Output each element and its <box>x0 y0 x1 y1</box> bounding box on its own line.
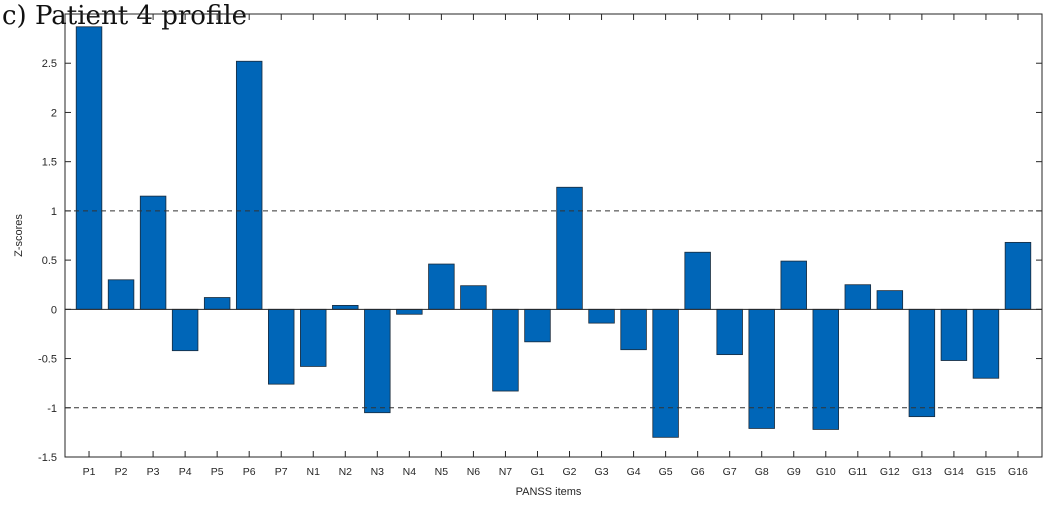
x-tick-label: G2 <box>563 466 577 478</box>
bar-G15 <box>972 308 1000 379</box>
x-tick-label: N6 <box>467 466 481 478</box>
bar-G11 <box>844 284 872 310</box>
bar-G9 <box>780 260 807 310</box>
x-tick-label: P6 <box>243 466 256 478</box>
bar-G7 <box>716 308 743 356</box>
bar-G16 <box>1004 241 1032 310</box>
plot-area: -1.5 -1 -0.5 0 0.5 1 1.5 2 2.5 P1 P2 P3 P4 P5 P6 P7 N1 N2… <box>38 13 1043 478</box>
bar-P4 <box>171 308 199 352</box>
y-tick-label: -1 <box>47 403 57 415</box>
bar-G10 <box>812 308 839 430</box>
x-tick-label: G8 <box>755 466 769 478</box>
y-tick-label: -0.5 <box>38 354 57 366</box>
x-tick-label: G1 <box>530 466 544 478</box>
y-tick-label: 1.5 <box>42 157 57 169</box>
y-tick-label: 2.5 <box>42 58 57 70</box>
x-tick-label: G14 <box>944 466 964 478</box>
bar-G5 <box>652 308 679 438</box>
x-tick-label: P5 <box>211 466 224 478</box>
x-tick-label: G13 <box>912 466 932 478</box>
bar-G14 <box>940 308 968 361</box>
bar-N3 <box>364 308 391 414</box>
bar-P7 <box>268 308 295 385</box>
x-tick-label: P2 <box>115 466 128 478</box>
bar-G1 <box>524 308 551 343</box>
y-tick-label: 0.5 <box>42 255 57 267</box>
bar-P2 <box>107 279 135 310</box>
bar-G3 <box>588 308 615 324</box>
x-tick-label: N1 <box>307 466 321 478</box>
x-tick-label: G7 <box>723 466 737 478</box>
x-tick-label: N5 <box>435 466 449 478</box>
bar-P1 <box>75 26 103 310</box>
bar-N5 <box>428 263 455 310</box>
y-tick-label: 1 <box>51 206 57 218</box>
x-tick-label: G10 <box>816 466 836 478</box>
bar-G13 <box>908 308 936 418</box>
x-tick-label: G16 <box>1008 466 1028 478</box>
bar-P5 <box>203 297 231 310</box>
bar-N4 <box>396 308 423 315</box>
x-tick-label: P4 <box>179 466 192 478</box>
x-tick-label: G5 <box>659 466 673 478</box>
x-tick-label: G12 <box>880 466 900 478</box>
panel-heading: c) Patient 4 profile <box>2 1 247 31</box>
x-tick-label: G3 <box>595 466 609 478</box>
y-tick-label: 0 <box>51 304 57 316</box>
x-tick-label: P1 <box>83 466 96 478</box>
bar-G2 <box>556 186 583 310</box>
x-tick-label: G9 <box>787 466 801 478</box>
bar-P3 <box>139 195 167 310</box>
x-tick-label: P3 <box>147 466 160 478</box>
bar-N6 <box>460 285 487 310</box>
x-tick-label: G4 <box>627 466 641 478</box>
x-axis-label: PANSS items <box>516 486 582 498</box>
bar-G12 <box>876 290 904 310</box>
x-tick-label: P7 <box>275 466 288 478</box>
bar-P6 <box>235 60 263 310</box>
x-tick-label: G6 <box>691 466 705 478</box>
x-tick-label: N2 <box>339 466 353 478</box>
x-tick-label: N3 <box>371 466 385 478</box>
bar-G8 <box>748 308 775 429</box>
axes-box <box>64 13 1043 458</box>
bar-G6 <box>684 251 711 310</box>
bar-N1 <box>300 308 327 367</box>
bar-N2 <box>332 304 359 310</box>
x-tick-label: G11 <box>848 466 867 478</box>
y-tick-label: -1.5 <box>38 452 57 464</box>
bar-G4 <box>620 308 647 351</box>
x-tick-label: G15 <box>976 466 996 478</box>
x-tick-label: N4 <box>403 466 417 478</box>
bar-N7 <box>492 308 519 392</box>
y-axis-label: Z-scores <box>13 214 25 257</box>
y-tick-label: 2 <box>51 107 57 119</box>
x-tick-label: N7 <box>499 466 513 478</box>
